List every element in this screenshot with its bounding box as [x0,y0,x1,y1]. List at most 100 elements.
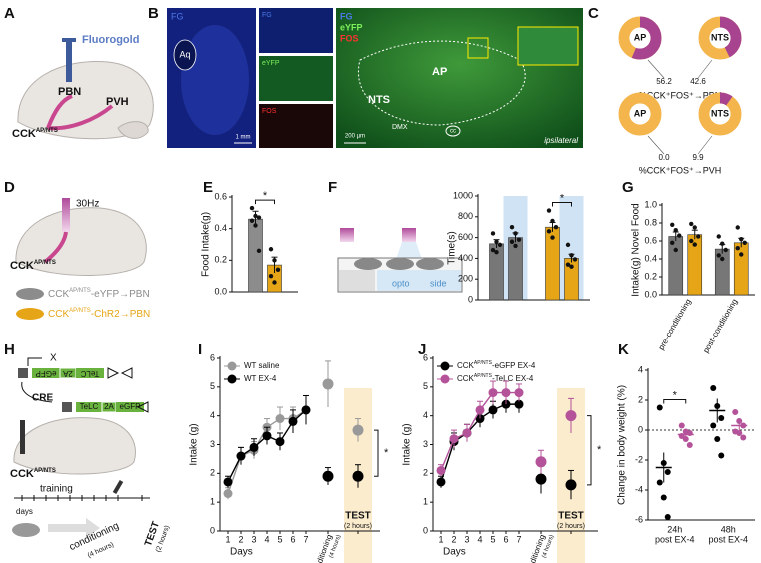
panel-label: J [418,341,426,358]
significance: * [597,444,602,456]
data-point [514,388,524,398]
significance-bracket [374,429,379,477]
donut-hole [629,27,651,49]
x-tick-label: 2 [238,534,243,544]
lox-site [107,367,120,379]
chamber-side [339,270,375,291]
cell-type-base: CCK [10,468,34,480]
data-point [678,422,685,429]
mouse-icon [416,258,444,270]
construct-inverted: TeLC 2A eGFP [32,367,133,379]
data-point [673,228,678,233]
optic-fiber [62,198,70,232]
data-point [735,246,740,251]
y-tick-label: 6 [423,352,428,362]
mouse-icon [16,288,44,300]
data-point [686,442,693,448]
x-tick-label: 1 [438,534,443,544]
data-point [436,477,446,487]
data-point [268,247,274,252]
x-tick-label: 6 [503,534,508,544]
construct-active: TeLC 2A eGFP [76,401,149,413]
data-point [490,231,496,236]
data-point [275,267,281,273]
mouse-icon [386,258,414,270]
y-tick-label: 0.4 [214,223,227,233]
data-point [689,238,694,244]
stain-label: FOS [340,33,359,43]
donut-label: AP [634,108,647,118]
data-point [736,430,743,436]
legend-sup: AP/NTS [474,360,493,366]
data-point [494,239,499,244]
x-tick-label: 7 [303,534,308,544]
caption: %CCK⁺FOS⁺→PBN [639,90,722,100]
chamber-side [377,270,461,291]
panel-label: H [4,341,15,358]
donut-value: 56.2 [656,77,672,86]
x-tick-note: (2 hours) [557,523,585,530]
data-point [301,405,311,415]
data-point [718,452,725,459]
y-tick-label: 5 [210,381,215,391]
legend-sup: AP/NTS [69,288,91,294]
y-tick-label: 0 [638,424,643,434]
aqueduct [173,39,197,71]
projection-arrow [46,94,73,129]
leader [647,59,665,79]
promoter-arrow [27,357,42,366]
data-point [670,222,675,227]
y-tick-label: 0.8 [644,217,657,227]
legend-sup: AP/NTS [474,373,493,379]
y-tick-label: 0.2 [644,271,657,281]
data-point [275,414,285,424]
construct-block [76,368,104,378]
recombinase: CRE [32,393,53,404]
leader [697,59,713,79]
donut-hole [709,103,731,125]
legend-text: CCKAP/NTS-ChR2→PBN [48,308,150,320]
construct-block [76,402,102,412]
bar [248,218,263,293]
timeline-label: training [40,484,73,495]
significance-bracket [663,399,687,404]
significance: * [560,192,565,204]
x-tick-label: 5 [277,534,282,544]
scale-label: 1 mm [236,135,251,141]
side-label: ipsilateral [544,136,578,145]
x-tick-label: 4 [477,534,482,544]
data-point [501,388,511,398]
data-point [249,442,259,452]
construct-part: eGFP [120,402,141,411]
data-point [513,231,518,236]
data-point [256,248,262,254]
data-point [692,242,697,247]
data-point [253,223,258,228]
data-point [488,405,498,415]
cell-type-base: CCK [10,260,34,272]
data-point [262,431,272,441]
data-point [692,225,697,230]
y-tick-label: 4 [638,364,643,374]
schematic-label: opto [392,278,410,288]
data-point [664,469,671,475]
data-point [656,479,663,486]
leader [647,135,665,155]
region-label: cc [450,129,456,135]
legend-text: WT saline [244,361,280,370]
data-point [514,399,524,409]
y-tick-label: 0.2 [214,255,227,265]
significance-bracket [587,415,592,486]
donut-ring [618,92,662,136]
data-point [322,378,334,390]
y-tick-label: 4 [210,410,215,420]
micrograph [259,56,333,101]
region-label: Aq [179,49,190,59]
data-point [714,436,721,442]
y-tick-label: 4 [423,410,428,420]
data-point [256,215,262,220]
data-point [723,247,728,253]
data-point [268,273,274,279]
timeline-ticks [21,495,143,501]
promoter [18,368,28,378]
